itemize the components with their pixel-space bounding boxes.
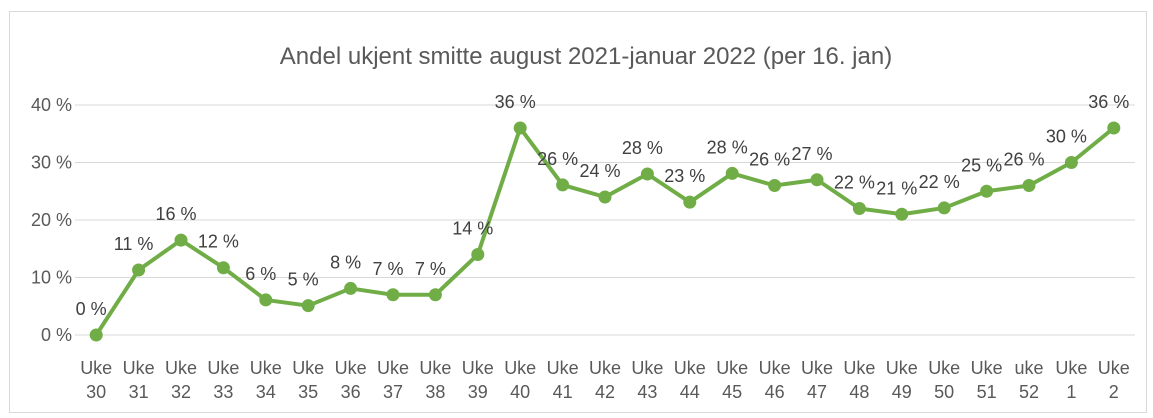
x-tick-label: Uke 47 — [801, 358, 833, 402]
chart-title: Andel ukjent smitte august 2021-januar 2… — [280, 43, 892, 70]
data-label: 26 % — [749, 150, 790, 170]
x-tick-label: uke 52 — [1014, 358, 1043, 402]
data-label: 26 % — [537, 149, 578, 169]
x-tick-label: Uke 48 — [843, 358, 875, 402]
x-tick-label: Uke 51 — [971, 358, 1003, 402]
data-label: 22 % — [834, 173, 875, 193]
data-label: 8 % — [330, 252, 361, 272]
y-tick-label: 40 % — [31, 95, 72, 115]
data-point — [217, 261, 230, 274]
data-point — [938, 201, 951, 214]
data-point — [429, 288, 442, 301]
x-tick-label: Uke 34 — [250, 358, 282, 402]
data-label: 6 % — [245, 264, 276, 284]
data-point — [259, 293, 272, 306]
data-point — [811, 173, 824, 186]
data-point — [853, 202, 866, 215]
data-point — [90, 329, 103, 342]
data-point — [471, 248, 484, 261]
y-tick-label: 10 % — [31, 268, 72, 288]
data-label: 28 % — [707, 137, 748, 157]
data-point — [556, 178, 569, 191]
x-tick-label: Uke 46 — [759, 358, 791, 402]
data-point — [895, 208, 908, 221]
data-point — [175, 234, 188, 247]
data-label: 14 % — [452, 219, 493, 239]
data-label: 36 % — [1088, 92, 1129, 112]
data-point — [726, 167, 739, 180]
data-label: 30 % — [1046, 127, 1087, 147]
data-point — [641, 168, 654, 181]
data-point — [1023, 179, 1036, 192]
data-label: 28 % — [622, 138, 663, 158]
x-tick-label: Uke 39 — [462, 358, 494, 402]
data-point — [302, 299, 315, 312]
data-label: 5 % — [288, 270, 319, 290]
data-point — [1065, 156, 1078, 169]
data-label: 24 % — [579, 161, 620, 181]
data-point — [132, 264, 145, 277]
data-point — [599, 191, 612, 204]
x-tick-label: Uke 44 — [674, 358, 706, 402]
data-label: 12 % — [198, 232, 239, 252]
data-label: 25 % — [961, 155, 1002, 175]
x-tick-label: Uke 49 — [886, 358, 918, 402]
y-tick-label: 30 % — [31, 153, 72, 173]
data-point — [768, 179, 781, 192]
x-tick-label: Uke 50 — [928, 358, 960, 402]
x-tick-label: Uke 35 — [292, 358, 324, 402]
data-point — [387, 288, 400, 301]
data-label: 26 % — [1003, 150, 1044, 170]
data-point — [1107, 122, 1120, 135]
data-point — [980, 185, 993, 198]
x-tick-label: Uke 40 — [504, 358, 536, 402]
x-tick-label: Uke 42 — [589, 358, 621, 402]
data-label: 23 % — [664, 166, 705, 186]
x-tick-label: Uke 36 — [335, 358, 367, 402]
data-point — [683, 196, 696, 209]
x-tick-label: Uke 1 — [1055, 358, 1087, 402]
x-tick-label: Uke 45 — [716, 358, 748, 402]
x-tick-label: Uke 32 — [165, 358, 197, 402]
x-tick-label: Uke 30 — [80, 358, 112, 402]
data-label: 7 % — [415, 259, 446, 279]
y-tick-label: 20 % — [31, 210, 72, 230]
x-tick-label: Uke 43 — [631, 358, 663, 402]
data-point — [344, 282, 357, 295]
x-tick-label: Uke 41 — [547, 358, 579, 402]
x-tick-label: Uke 37 — [377, 358, 409, 402]
data-point — [514, 122, 527, 135]
data-label: 7 % — [372, 259, 403, 279]
x-tick-label: Uke 38 — [419, 358, 451, 402]
x-tick-label: Uke 2 — [1098, 358, 1130, 402]
data-label: 27 % — [791, 144, 832, 164]
data-label: 21 % — [876, 178, 917, 198]
x-tick-label: Uke 31 — [123, 358, 155, 402]
x-tick-label: Uke 33 — [207, 358, 239, 402]
data-label: 16 % — [155, 204, 196, 224]
y-tick-label: 0 % — [41, 325, 72, 345]
data-label: 36 % — [495, 92, 536, 112]
data-label: 0 % — [76, 299, 107, 319]
data-label: 22 % — [919, 172, 960, 192]
data-label: 11 % — [114, 234, 154, 254]
